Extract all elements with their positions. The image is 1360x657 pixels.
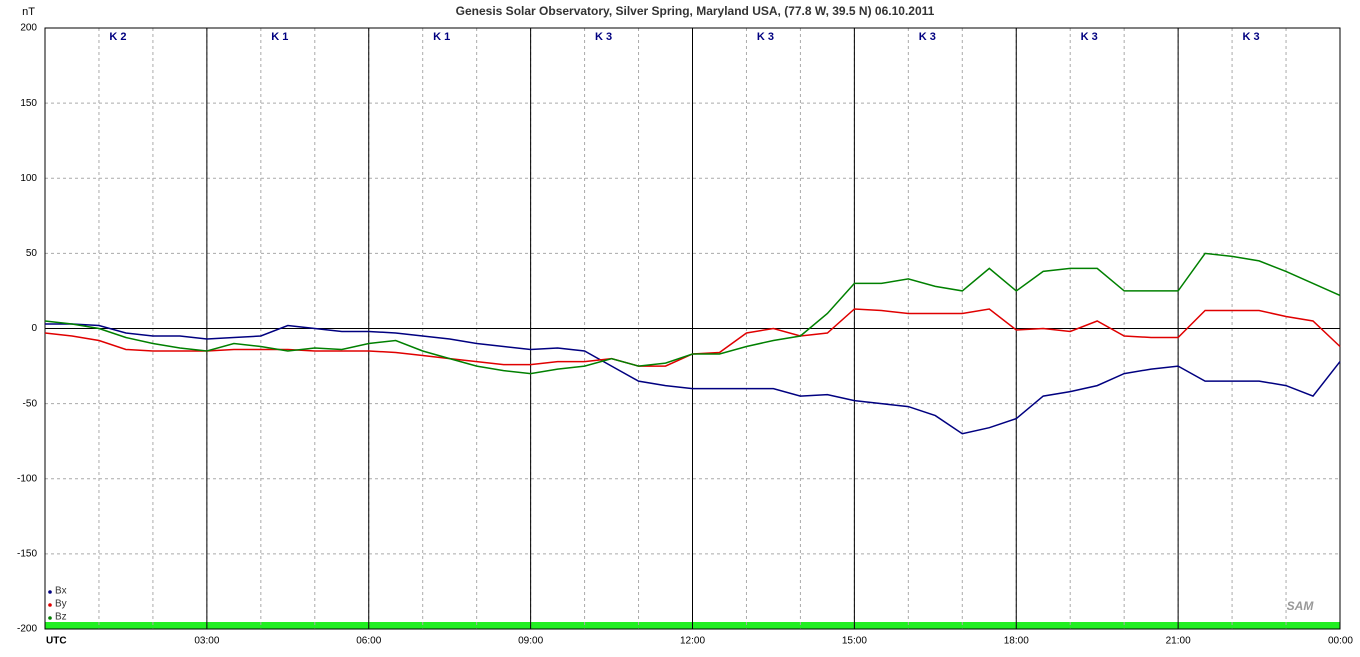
x-tick-label: 03:00 bbox=[194, 636, 219, 647]
x-tick-label: 00:00 bbox=[1328, 636, 1353, 647]
x-tick-label: UTC bbox=[46, 636, 67, 647]
y-tick-label: 200 bbox=[20, 23, 37, 34]
y-tick-label: 0 bbox=[31, 323, 37, 334]
k-index-label: K 3 bbox=[757, 31, 774, 43]
y-axis-label: nT bbox=[22, 6, 35, 18]
y-tick-label: 100 bbox=[20, 173, 37, 184]
k-index-label: K 3 bbox=[919, 31, 936, 43]
k-index-label: K 3 bbox=[595, 31, 612, 43]
legend-label: By bbox=[55, 599, 67, 610]
legend-marker bbox=[48, 603, 52, 607]
y-tick-label: 50 bbox=[26, 248, 38, 259]
x-tick-label: 15:00 bbox=[842, 636, 867, 647]
x-tick-label: 12:00 bbox=[680, 636, 705, 647]
k-index-label: K 1 bbox=[433, 31, 450, 43]
k-index-label: K 1 bbox=[271, 31, 288, 43]
x-tick-label: 09:00 bbox=[518, 636, 543, 647]
x-tick-label: 21:00 bbox=[1166, 636, 1191, 647]
k-index-label: K 2 bbox=[109, 31, 126, 43]
legend-marker bbox=[48, 616, 52, 620]
series-line bbox=[44, 252, 1341, 375]
k-index-label: K 3 bbox=[1081, 31, 1098, 43]
y-tick-label: -100 bbox=[17, 473, 37, 484]
legend-marker bbox=[48, 590, 52, 594]
plot-frame bbox=[44, 27, 1341, 630]
y-tick-label: -50 bbox=[23, 398, 38, 409]
k-index-label: K 3 bbox=[1243, 31, 1260, 43]
chart-title: Genesis Solar Observatory, Silver Spring… bbox=[456, 4, 935, 18]
legend-label: Bx bbox=[55, 586, 67, 597]
y-tick-label: -200 bbox=[17, 624, 37, 635]
x-tick-label: 06:00 bbox=[356, 636, 381, 647]
series-line bbox=[45, 323, 1341, 435]
y-tick-label: 150 bbox=[20, 98, 37, 109]
legend-label: Bz bbox=[55, 612, 67, 623]
y-tick-label: -150 bbox=[17, 549, 37, 560]
x-tick-label: 18:00 bbox=[1004, 636, 1029, 647]
logo: SAM bbox=[1287, 599, 1315, 613]
